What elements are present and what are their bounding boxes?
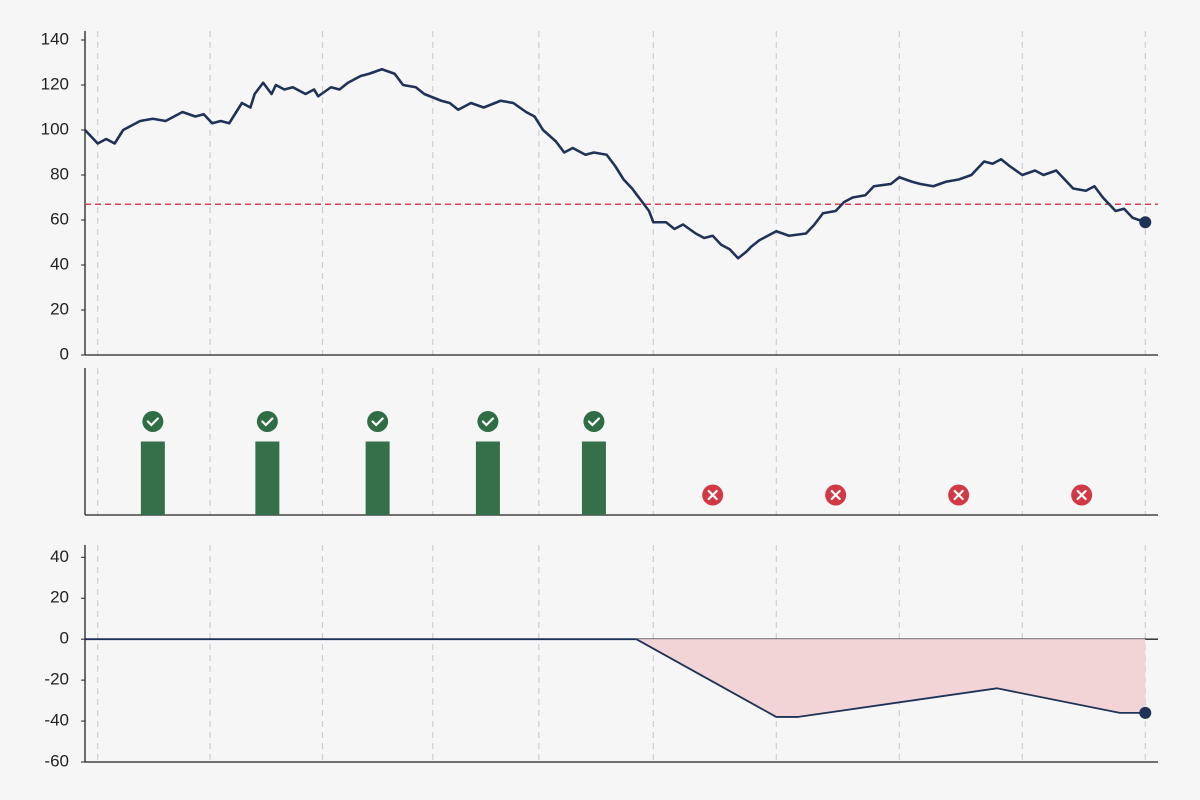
icon-circle	[477, 411, 499, 432]
end-point	[1139, 216, 1152, 229]
icon-circle	[256, 411, 278, 432]
fail-icon	[702, 484, 724, 506]
icon-glyph	[261, 417, 274, 427]
y-tick-label: -60	[44, 751, 69, 770]
bar	[255, 441, 280, 515]
pass-icon	[367, 411, 389, 432]
icon-circle	[367, 411, 389, 432]
icon-glyph	[146, 417, 159, 427]
bar	[475, 441, 500, 515]
pass-icon	[583, 411, 605, 432]
pass-icon	[256, 411, 278, 432]
y-tick-label: 100	[41, 119, 69, 138]
fail-icon	[825, 484, 847, 506]
y-tick-label: 0	[60, 344, 69, 363]
y-tick-label: 140	[41, 29, 69, 48]
y-tick-label: 40	[50, 254, 69, 273]
y-tick-label: 40	[50, 547, 69, 566]
icon-glyph	[953, 489, 964, 501]
pass-icon	[142, 411, 164, 432]
pass-icon	[477, 411, 499, 432]
icon-glyph	[1076, 489, 1087, 501]
bar	[140, 441, 165, 515]
icon-glyph	[707, 489, 718, 501]
bar	[581, 441, 606, 515]
icon-glyph	[481, 417, 495, 427]
fail-icon	[948, 484, 970, 506]
y-tick-label: -20	[44, 670, 69, 689]
y-tick-label: 20	[50, 299, 69, 318]
y-tick-label: 20	[50, 588, 69, 607]
price-line	[84, 67, 1146, 260]
icon-circle	[583, 411, 605, 432]
end-point	[1139, 706, 1152, 719]
icon-glyph	[587, 417, 601, 427]
bar	[365, 441, 390, 515]
y-tick-label: -40	[44, 711, 69, 730]
y-tick-label: 60	[50, 209, 69, 228]
y-tick-label: 120	[41, 74, 69, 93]
icon-glyph	[371, 417, 384, 427]
y-tick-label: 80	[50, 164, 69, 183]
drawdown-area	[85, 639, 1146, 717]
fail-icon	[1071, 484, 1093, 506]
icon-circle	[142, 411, 164, 432]
drawdown-line	[85, 638, 1146, 718]
y-tick-label: 0	[60, 629, 69, 648]
icon-glyph	[830, 489, 841, 501]
